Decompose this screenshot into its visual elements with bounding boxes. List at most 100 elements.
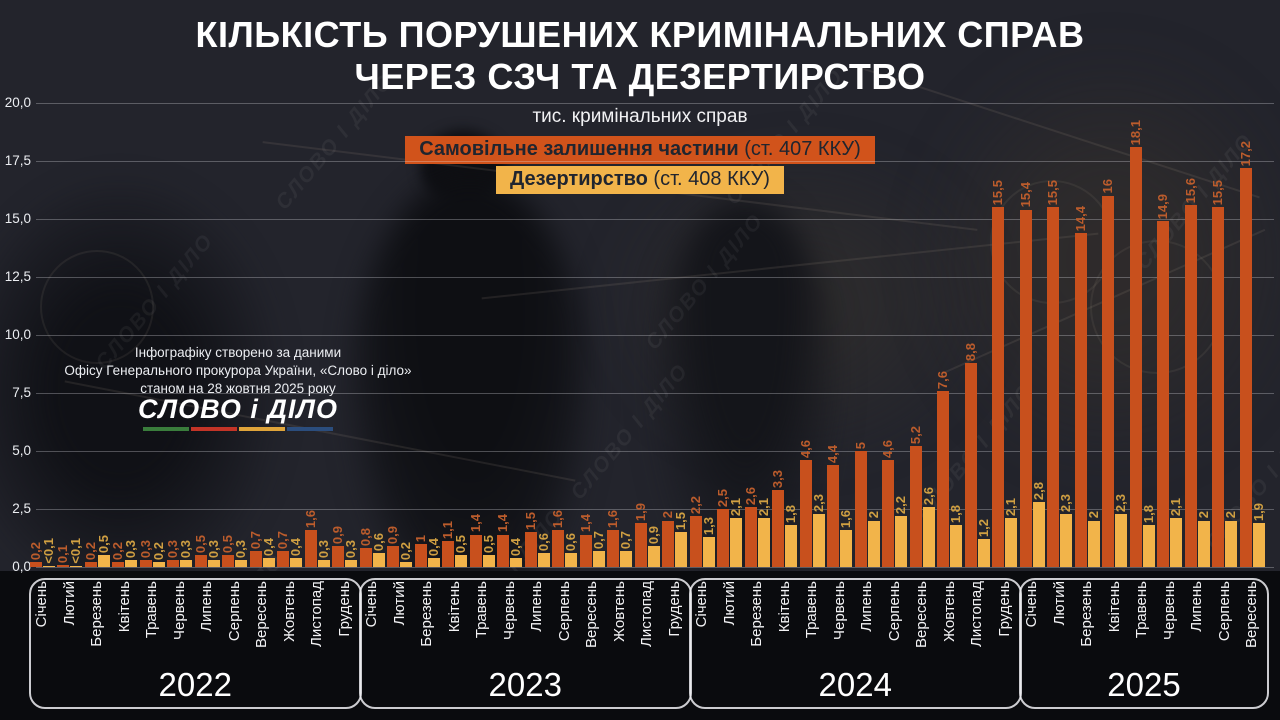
legend-desertion-article: (ст. 408 ККУ)	[647, 168, 770, 190]
bar-desertion	[1005, 518, 1017, 567]
bar-value-label: 0,6	[535, 533, 551, 552]
bar-szch	[414, 543, 427, 567]
bar-value-label: 5	[852, 441, 868, 449]
chart-title-line1: КІЛЬКІСТЬ ПОРУШЕНИХ КРИМІНАЛЬНИХ СПРАВ	[195, 14, 1085, 55]
bar-desertion	[702, 536, 715, 567]
bar-szch	[827, 464, 839, 567]
bar-value-label: 0,7	[590, 530, 606, 549]
bar-value-label: 17,2	[1237, 140, 1253, 166]
bar-desertion	[922, 506, 935, 567]
y-axis-tick-label: 15,0	[4, 211, 31, 226]
gridline	[36, 393, 1274, 394]
bar-desertion	[730, 518, 742, 567]
bar-szch	[139, 560, 152, 567]
bar-desertion	[180, 560, 192, 567]
slovo-i-dilo-logo: СЛОВО і ДІЛО	[58, 394, 418, 431]
bar-value-label: 0,9	[645, 526, 661, 545]
bar-desertion	[1170, 518, 1182, 567]
bar-value-label: 0,3	[233, 539, 248, 559]
source-note-line1: Інфографіку створено за даними	[134, 345, 342, 360]
bar-value-label: 2,8	[1030, 481, 1046, 501]
bar-szch	[29, 562, 42, 567]
bar-szch	[1239, 167, 1252, 567]
bar-szch	[112, 562, 124, 567]
bar-desertion	[317, 560, 330, 567]
legend-item-szch: Самовільне залишення частини (ст. 407 КК…	[405, 136, 875, 164]
chart-title-line2: ЧЕРЕЗ СЗЧ ТА ДЕЗЕРТИРСТВО	[354, 56, 926, 97]
bar-value-label: 2,3	[1113, 493, 1128, 512]
bottom-band	[0, 571, 1280, 720]
bar-desertion	[70, 565, 82, 567]
bar-desertion	[125, 560, 137, 567]
bar-desertion	[345, 560, 357, 567]
bar-szch	[524, 532, 537, 567]
bar-szch	[634, 522, 647, 567]
logo-underline-segment	[287, 427, 333, 431]
bar-value-label: 2,2	[687, 495, 703, 514]
bar-szch	[552, 529, 564, 567]
logo-text: СЛОВО і ДІЛО	[138, 394, 338, 424]
bar-desertion	[290, 557, 302, 567]
bar-szch	[882, 460, 894, 567]
bar-desertion	[372, 553, 385, 567]
bar-value-label: 1,6	[605, 509, 620, 528]
bar-szch	[469, 534, 482, 567]
y-axis-tick-label: 17,5	[4, 153, 31, 168]
background-haze-left	[0, 180, 280, 600]
bar-szch	[1129, 147, 1142, 567]
year-group-box: 2024	[689, 578, 1022, 709]
logo-underline-segment	[143, 427, 189, 431]
bar-desertion	[1032, 502, 1045, 567]
bar-value-label: 2,3	[810, 493, 826, 512]
bar-value-label: 0,7	[618, 530, 633, 549]
bar-value-label: 1,8	[783, 505, 798, 524]
bar-szch	[222, 555, 234, 567]
bar-value-label: 1,4	[467, 514, 483, 533]
bar-value-label: 1,6	[838, 509, 853, 528]
bar-desertion	[895, 515, 907, 567]
bar-value-label: 0,3	[343, 539, 358, 559]
legend-szch-article: (ст. 407 ККУ)	[738, 138, 861, 160]
bar-desertion	[262, 557, 275, 567]
bar-szch	[854, 451, 867, 567]
bar-value-label: 0,2	[398, 542, 413, 561]
bar-value-label: 2,1	[728, 498, 743, 517]
bar-szch	[799, 460, 812, 567]
bar-desertion	[867, 520, 880, 567]
legend-desertion-name: Дезертирство	[510, 168, 648, 190]
gridline	[36, 161, 1274, 162]
bar-szch	[717, 509, 729, 567]
bar-value-label: 15,6	[1182, 177, 1198, 204]
bar-value-label: 2	[865, 511, 881, 519]
bar-szch	[387, 546, 399, 567]
bar-value-label: 1,5	[522, 512, 538, 531]
chart-units-label: тис. кримінальних справ	[532, 106, 748, 127]
y-axis-tick-label: 10,0	[4, 327, 31, 342]
bar-value-label: 7,6	[935, 370, 950, 389]
y-axis-tick-label: 12,5	[4, 269, 31, 284]
bar-desertion	[1197, 520, 1210, 567]
bar-value-label: 0,4	[508, 537, 523, 556]
bar-value-label: 1,2	[975, 519, 991, 538]
bar-szch	[607, 529, 619, 567]
gridline	[36, 335, 1274, 336]
bar-desertion	[1060, 513, 1072, 567]
bar-szch	[1074, 232, 1087, 567]
bar-szch	[359, 548, 372, 567]
bar-szch	[689, 515, 702, 567]
bar-value-label: 0,4	[425, 537, 441, 556]
year-label: 2022	[158, 666, 232, 703]
y-axis-tick-label: 20,0	[4, 95, 31, 110]
gridline	[36, 567, 1274, 568]
gridline	[36, 509, 1274, 510]
y-axis-tick-label: 0,0	[12, 559, 31, 574]
bar-value-label: 1,8	[1140, 505, 1156, 524]
gridline	[36, 219, 1274, 220]
bar-szch	[909, 446, 922, 567]
bar-desertion	[1252, 522, 1265, 567]
bar-desertion	[400, 562, 412, 567]
bar-szch	[1212, 207, 1224, 567]
bar-szch	[277, 550, 289, 567]
bar-desertion	[537, 553, 550, 567]
bar-szch	[579, 534, 592, 567]
